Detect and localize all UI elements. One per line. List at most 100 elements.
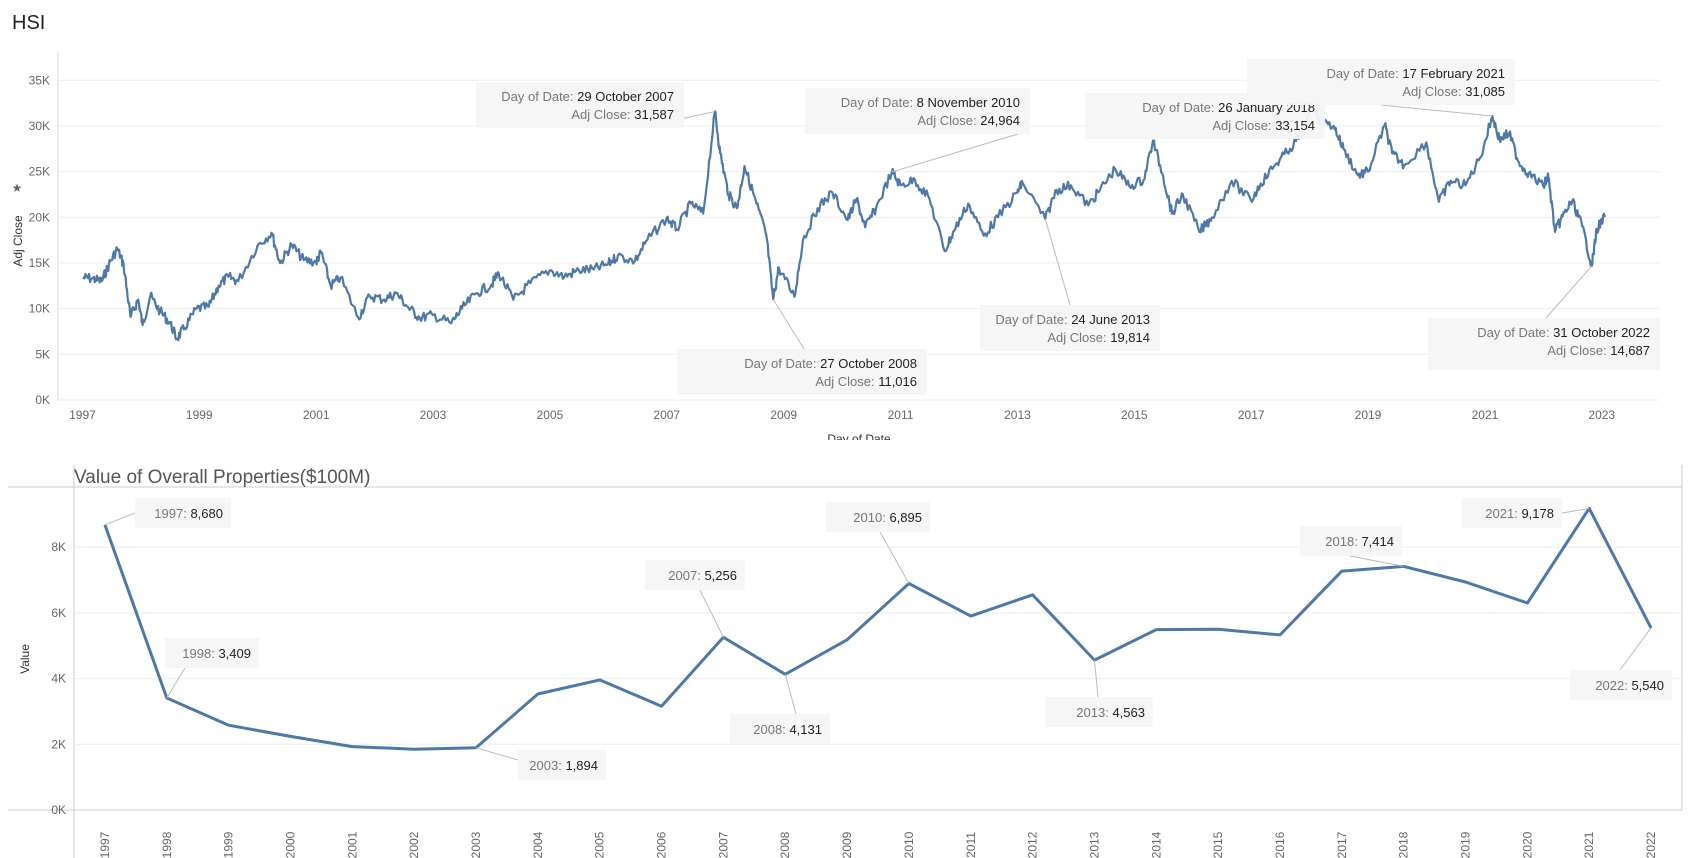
annotation-text: 1998: 3,409 xyxy=(182,646,251,661)
annotation-value: 4,131 xyxy=(789,722,822,737)
x-tick-label: 2022 xyxy=(1644,831,1658,858)
annotation-leader xyxy=(1380,104,1493,117)
annotation-label: Day of Date: xyxy=(744,356,820,371)
annotation-box xyxy=(805,88,1030,134)
x-tick-label: 2009 xyxy=(840,831,854,858)
annotation-box xyxy=(1045,697,1153,727)
x-tick-label: 2011 xyxy=(888,408,914,422)
x-tick-label: 2005 xyxy=(537,408,564,422)
annotation-value: 5,256 xyxy=(704,568,737,583)
y-tick-label: 10K xyxy=(29,302,50,316)
x-tick-label: 2013 xyxy=(1087,831,1101,858)
y-tick-label: 0K xyxy=(35,393,50,407)
annotation-text: 2021: 9,178 xyxy=(1485,506,1554,521)
annotation-text: Day of Date: 27 October 2008 xyxy=(744,356,917,371)
x-tick-label: 2017 xyxy=(1335,831,1349,858)
x-tick-label: 2001 xyxy=(303,408,330,422)
annotation-leader xyxy=(1349,555,1404,567)
annotation-value: 31 October 2022 xyxy=(1553,325,1650,340)
annotation-text: Adj Close: 31,587 xyxy=(571,107,674,122)
annotation-value: 8,680 xyxy=(190,506,223,521)
properties-annotation: 2021: 9,178 xyxy=(1462,498,1590,528)
hsi-annotation: Day of Date: 31 October 2022 Adj Close: 1… xyxy=(1428,265,1660,370)
annotation-text: 2003: 1,894 xyxy=(529,758,598,773)
annotation-value: 19,814 xyxy=(1110,330,1150,345)
x-tick-label: 2003 xyxy=(420,408,447,422)
properties-annotation: 2022: 5,540 xyxy=(1570,627,1672,700)
y-tick-label: 8K xyxy=(51,540,66,554)
x-tick-label: 2009 xyxy=(770,408,797,422)
x-tick-label: 2015 xyxy=(1211,831,1225,858)
x-tick-label: 2001 xyxy=(345,831,359,858)
annotation-box xyxy=(165,638,259,668)
x-axis-title: Day of Date xyxy=(827,432,891,440)
annotation-leader xyxy=(1545,265,1593,319)
properties-annotation: 2013: 4,563 xyxy=(1045,660,1153,727)
properties-annotation: 2010: 6,895 xyxy=(826,502,930,584)
annotation-label: Adj Close: xyxy=(815,374,878,389)
annotation-text: Day of Date: 8 November 2010 xyxy=(841,95,1020,110)
x-tick-label: 2017 xyxy=(1238,408,1265,422)
x-tick-label: 2003 xyxy=(469,831,483,858)
annotation-box xyxy=(518,750,606,780)
annotation-text: Adj Close: 11,016 xyxy=(815,374,917,389)
properties-annotation: 2018: 7,414 xyxy=(1300,526,1404,567)
annotation-leader xyxy=(879,531,910,584)
chart2-title: Value of Overall Properties($100M) xyxy=(74,467,370,488)
x-tick-label: 1998 xyxy=(160,831,174,858)
y-tick-label: 0K xyxy=(51,803,66,817)
annotation-box xyxy=(1462,498,1562,528)
pin-icon: ★ xyxy=(12,181,23,195)
annotation-text: Day of Date: 29 October 2007 xyxy=(501,89,674,104)
annotation-label: Adj Close: xyxy=(571,107,634,122)
properties-annotation: 1997: 8,680 xyxy=(104,498,231,528)
annotation-label: Adj Close: xyxy=(1547,343,1610,358)
annotation-value: 11,016 xyxy=(878,374,917,389)
annotation-text: Adj Close: 19,814 xyxy=(1047,330,1150,345)
annotation-leader xyxy=(1093,660,1099,698)
annotation-label: 2022: xyxy=(1595,678,1631,693)
annotation-value: 17 February 2021 xyxy=(1402,66,1505,81)
annotation-value: 27 October 2008 xyxy=(820,356,917,371)
x-tick-label: 2012 xyxy=(1026,831,1040,858)
annotation-label: 2010: xyxy=(853,510,889,525)
annotation-value: 3,409 xyxy=(218,646,251,661)
annotation-label: 2003: xyxy=(529,758,565,773)
annotation-leader xyxy=(475,747,519,761)
x-tick-label: 2016 xyxy=(1273,831,1287,858)
annotation-value: 24,964 xyxy=(980,113,1020,128)
x-tick-label: 1999 xyxy=(222,831,236,858)
annotation-label: Day of Date: xyxy=(501,89,577,104)
annotation-leader xyxy=(104,512,136,526)
annotation-value: 31,587 xyxy=(634,107,674,122)
x-tick-label: 1999 xyxy=(186,408,213,422)
x-tick-label: 1997 xyxy=(98,831,112,858)
properties-annotation: 2008: 4,131 xyxy=(730,674,830,744)
annotation-leader xyxy=(166,667,186,699)
annotation-value: 31,085 xyxy=(1465,84,1505,99)
annotation-label: 2008: xyxy=(753,722,789,737)
annotation-text: Day of Date: 31 October 2022 xyxy=(1477,325,1650,340)
x-tick-label: 2019 xyxy=(1355,408,1382,422)
annotation-value: 33,154 xyxy=(1275,118,1315,133)
x-tick-label: 2015 xyxy=(1121,408,1148,422)
x-tick-label: 2007 xyxy=(653,408,680,422)
properties-annotation: 2007: 5,256 xyxy=(645,560,745,638)
y-tick-label: 35K xyxy=(29,73,50,87)
y-axis-title: Adj Close xyxy=(11,215,25,267)
annotation-label: 1997: xyxy=(154,506,190,521)
annotation-label: Day of Date: xyxy=(1142,100,1218,115)
x-tick-label: 2000 xyxy=(283,831,297,858)
annotation-label: Day of Date: xyxy=(1327,66,1403,81)
annotation-label: Adj Close: xyxy=(1047,330,1110,345)
annotation-text: 2007: 5,256 xyxy=(668,568,737,583)
annotation-label: 2007: xyxy=(668,568,704,583)
x-tick-label: 2004 xyxy=(531,831,545,858)
x-tick-label: 2018 xyxy=(1397,831,1411,858)
annotation-label: 2013: xyxy=(1076,705,1112,720)
x-tick-label: 2021 xyxy=(1472,408,1499,422)
annotation-text: Day of Date: 26 January 2018 xyxy=(1142,100,1315,115)
page-title: HSI xyxy=(12,12,46,34)
annotation-text: 2008: 4,131 xyxy=(753,722,822,737)
annotation-text: Adj Close: 33,154 xyxy=(1212,118,1315,133)
